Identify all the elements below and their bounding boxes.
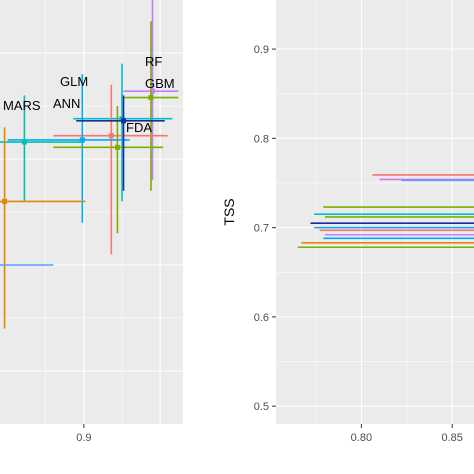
model-label-gbm: GBM bbox=[145, 76, 175, 91]
right-panel-background bbox=[276, 0, 474, 424]
data-point bbox=[148, 95, 154, 101]
y-tick-label: 0.9 bbox=[254, 44, 269, 56]
y-tick-label: 0.8 bbox=[254, 133, 269, 145]
data-point bbox=[114, 144, 120, 150]
right-x-ticks: 0.80 0.85 bbox=[351, 424, 463, 444]
data-point bbox=[21, 139, 27, 145]
y-tick-label: 0.7 bbox=[254, 223, 269, 235]
data-point bbox=[108, 133, 114, 139]
right-gridlines bbox=[276, 0, 474, 424]
model-label-ann: ANN bbox=[53, 96, 80, 111]
left-error-bars bbox=[0, 0, 179, 329]
data-point bbox=[2, 198, 8, 204]
right-y-ticks: 0.9 0.8 0.7 0.6 0.5 bbox=[254, 44, 276, 413]
data-point bbox=[150, 88, 155, 94]
y-tick-label: 0.6 bbox=[254, 312, 269, 324]
left-x-ticks: 0.9 bbox=[76, 424, 92, 444]
model-label-glm: GLM bbox=[60, 74, 88, 89]
data-point bbox=[121, 118, 127, 124]
model-label-mars: MARS bbox=[3, 98, 41, 113]
data-point bbox=[79, 137, 85, 143]
y-axis-title: TSS bbox=[221, 198, 237, 225]
left-model-labels: RF GBM GLM ANN MARS FDA bbox=[3, 54, 175, 135]
x-tick-label: 0.80 bbox=[351, 432, 372, 444]
right-panel: 0.9 0.8 0.7 0.6 0.5 0.80 0.85 TSS bbox=[221, 0, 474, 444]
model-label-fda: FDA bbox=[126, 120, 152, 135]
y-tick-label: 0.5 bbox=[254, 401, 269, 413]
right-error-bars bbox=[297, 174, 474, 249]
left-panel: RF GBM GLM ANN MARS FDA 0.9 bbox=[0, 0, 183, 444]
model-label-rf: RF bbox=[145, 54, 162, 69]
x-tick-label: 0.9 bbox=[76, 432, 91, 444]
x-tick-label: 0.85 bbox=[441, 432, 462, 444]
